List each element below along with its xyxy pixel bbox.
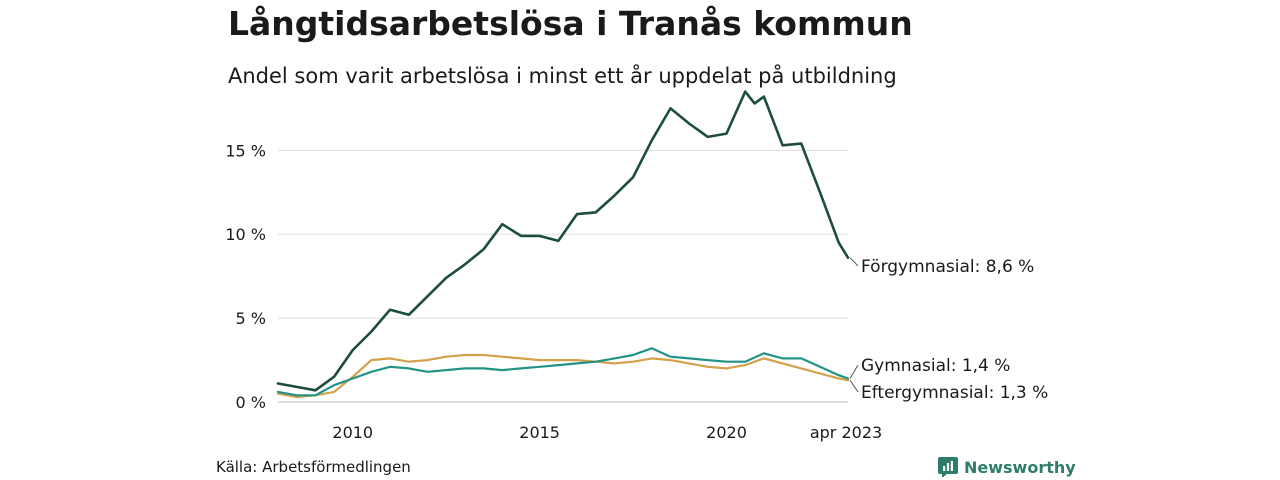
series-end-label: Förgymnasial: 8,6 % <box>861 257 1034 277</box>
x-tick-label: 2020 <box>706 423 747 442</box>
series-line-förgymnasial <box>276 90 850 392</box>
x-tick-label: 2015 <box>519 423 560 442</box>
newsworthy-logo-icon <box>938 457 958 477</box>
label-leader-line <box>849 379 859 393</box>
series-end-label: Eftergymnasial: 1,3 % <box>861 383 1048 403</box>
x-tick-label: 2010 <box>332 423 373 442</box>
label-leader-line <box>849 364 859 379</box>
brand-name: Newsworthy <box>964 457 1076 477</box>
x-tick-label: apr 2023 <box>810 423 882 442</box>
source-note: Källa: Arbetsförmedlingen <box>216 458 411 476</box>
brand-logo: Newsworthy <box>938 456 1076 478</box>
y-tick-label: 0 % <box>236 393 266 412</box>
series-line-gymnasial <box>276 347 850 397</box>
y-tick-label: 5 % <box>236 309 266 328</box>
y-tick-label: 15 % <box>225 141 266 160</box>
series-end-label: Gymnasial: 1,4 % <box>861 356 1010 376</box>
y-tick-label: 10 % <box>225 225 266 244</box>
label-leader-line <box>849 257 859 267</box>
chart-title: Långtidsarbetslösa i Tranås kommun <box>228 4 913 43</box>
series-line-eftergymnasial <box>276 353 850 399</box>
chart-subtitle: Andel som varit arbetslösa i minst ett å… <box>228 64 897 88</box>
